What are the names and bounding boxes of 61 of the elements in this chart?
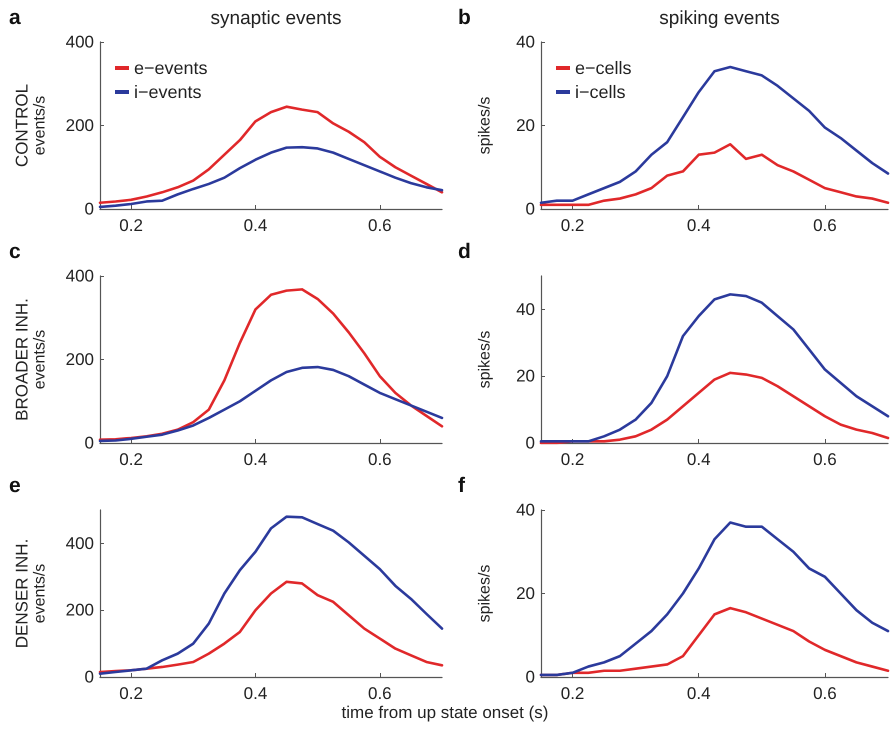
line-series [98, 105, 444, 204]
y-tick-label: 0 [84, 668, 94, 686]
x-tick-label: 0.4 [686, 216, 711, 235]
x-tick-label: 0.2 [560, 684, 584, 703]
y-tick-label: 0 [84, 200, 94, 218]
x-tick-label: 0.4 [244, 450, 268, 469]
y-tick-label: 40 [516, 300, 535, 319]
x-tick-label: 0.6 [813, 450, 837, 469]
chart-subtitle: spiking events [659, 8, 780, 29]
text: CONTROL [12, 84, 32, 168]
x-tick-label: 0.2 [560, 450, 584, 469]
y-tick-label: 400 [66, 534, 94, 553]
x-tick-label: 0.2 [119, 450, 143, 469]
x-tick-label: 0.6 [813, 684, 837, 703]
x-axis-title: time from up state onset (s) [340, 703, 550, 723]
y-axis-title: spikes/s [476, 330, 494, 388]
chart-title: d [458, 240, 471, 263]
y-tick-label: 200 [66, 600, 94, 620]
x-tick-label: 0.6 [813, 216, 837, 235]
y-tick-label: 400 [66, 32, 94, 52]
y-tick-label: 0 [526, 200, 535, 218]
x-tick-label: 0.4 [244, 216, 268, 235]
y-tick-label: 20 [516, 584, 535, 603]
chart-title: c [9, 240, 21, 263]
legend-label: e−events [134, 58, 208, 78]
y-tick-label: 0 [526, 668, 535, 686]
x-tick-label: 0.2 [119, 216, 143, 235]
x-tick-label: 0.2 [119, 684, 143, 703]
x-tick-label: 0.6 [368, 684, 392, 703]
y-axis-title: spikes/s [476, 96, 494, 154]
y-axis-title: events/s [32, 96, 48, 156]
y-axis-title: events/s [32, 564, 48, 624]
y-tick-label: 40 [516, 500, 535, 520]
chart-title: b [458, 6, 471, 29]
y-tick-label: 0 [84, 434, 94, 452]
line-series [540, 142, 890, 206]
legend-label: e−cells [575, 58, 632, 78]
legend-label: i−cells [575, 82, 626, 102]
text: DENSER INH. [12, 538, 32, 648]
chart-title: f [458, 474, 466, 497]
y-axis-title: spikes/s [476, 564, 494, 622]
y-axis-title: events/s [32, 330, 48, 390]
y-tick-label: 20 [516, 116, 535, 135]
x-tick-label: 0.6 [368, 216, 392, 235]
y-tick-label: 200 [66, 350, 94, 369]
legend-label: i−events [134, 82, 202, 102]
chart-title: e [9, 474, 21, 497]
y-tick-label: 40 [516, 32, 535, 52]
line-series [98, 515, 444, 675]
x-tick-label: 0.6 [368, 450, 392, 469]
x-tick-label: 0.4 [244, 684, 268, 703]
y-tick-label: 400 [66, 266, 94, 286]
x-tick-label: 0.2 [560, 216, 584, 235]
y-tick-label: 0 [526, 434, 535, 452]
text: BROADER INH. [12, 298, 32, 421]
chart-subtitle: synaptic events [210, 8, 342, 29]
y-tick-label: 20 [516, 366, 535, 386]
x-tick-label: 0.4 [686, 450, 711, 469]
x-tick-label: 0.4 [686, 684, 711, 703]
chart-title: a [9, 6, 21, 29]
y-tick-label: 200 [66, 116, 94, 135]
